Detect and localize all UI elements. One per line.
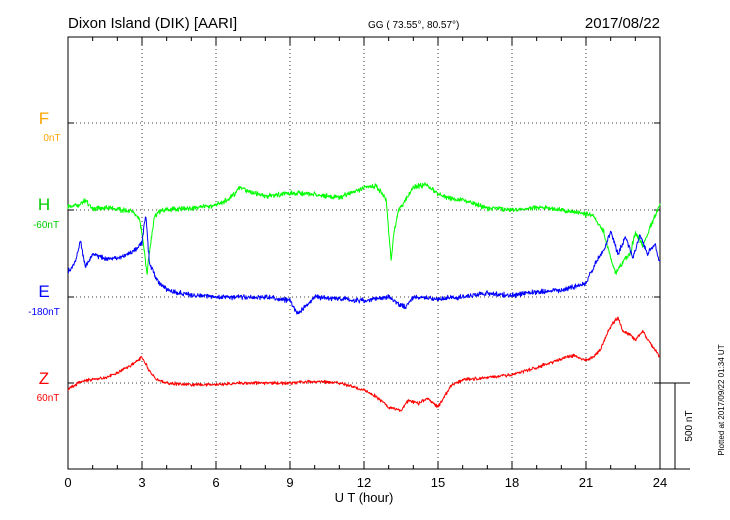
x-tick-label: 0 — [64, 475, 71, 490]
legend-letter-f: F — [39, 109, 49, 128]
plotted-at-note: Plotted at 2017/09/22 01:34 UT — [717, 344, 726, 455]
legend-base-h: -60nT — [33, 220, 59, 231]
x-tick-label: 12 — [357, 475, 371, 490]
x-tick-label: 3 — [138, 475, 145, 490]
scale-label: 500 nT — [684, 410, 695, 441]
grid-lines — [68, 37, 660, 469]
x-tick-label: 24 — [653, 475, 667, 490]
legend-base-e: -180nT — [28, 307, 60, 318]
series-line-z — [67, 316, 661, 412]
x-axis-ticks: 0 3 6 9 12 15 18 21 24 — [64, 37, 667, 490]
legend-base-f: 0nT — [43, 133, 60, 144]
legend-letter-e: E — [38, 282, 49, 301]
series-line-h — [67, 182, 661, 275]
x-tick-label: 15 — [431, 475, 445, 490]
station-coordinates: GG ( 73.55°, 80.57°) — [368, 20, 459, 31]
x-axis-label: U T (hour) — [335, 490, 394, 505]
series-line-e — [67, 216, 661, 315]
x-tick-label: 21 — [579, 475, 593, 490]
legend-letter-h: H — [38, 195, 50, 214]
plot-date: 2017/08/22 — [585, 15, 660, 32]
x-tick-label: 18 — [505, 475, 519, 490]
legend-letter-z: Z — [39, 369, 49, 388]
series-lines — [67, 182, 661, 412]
x-tick-label: 6 — [212, 475, 219, 490]
x-tick-label: 9 — [286, 475, 293, 490]
legend-base-z: 60nT — [37, 393, 60, 404]
station-title: Dixon Island (DIK) [AARI] — [68, 15, 237, 32]
